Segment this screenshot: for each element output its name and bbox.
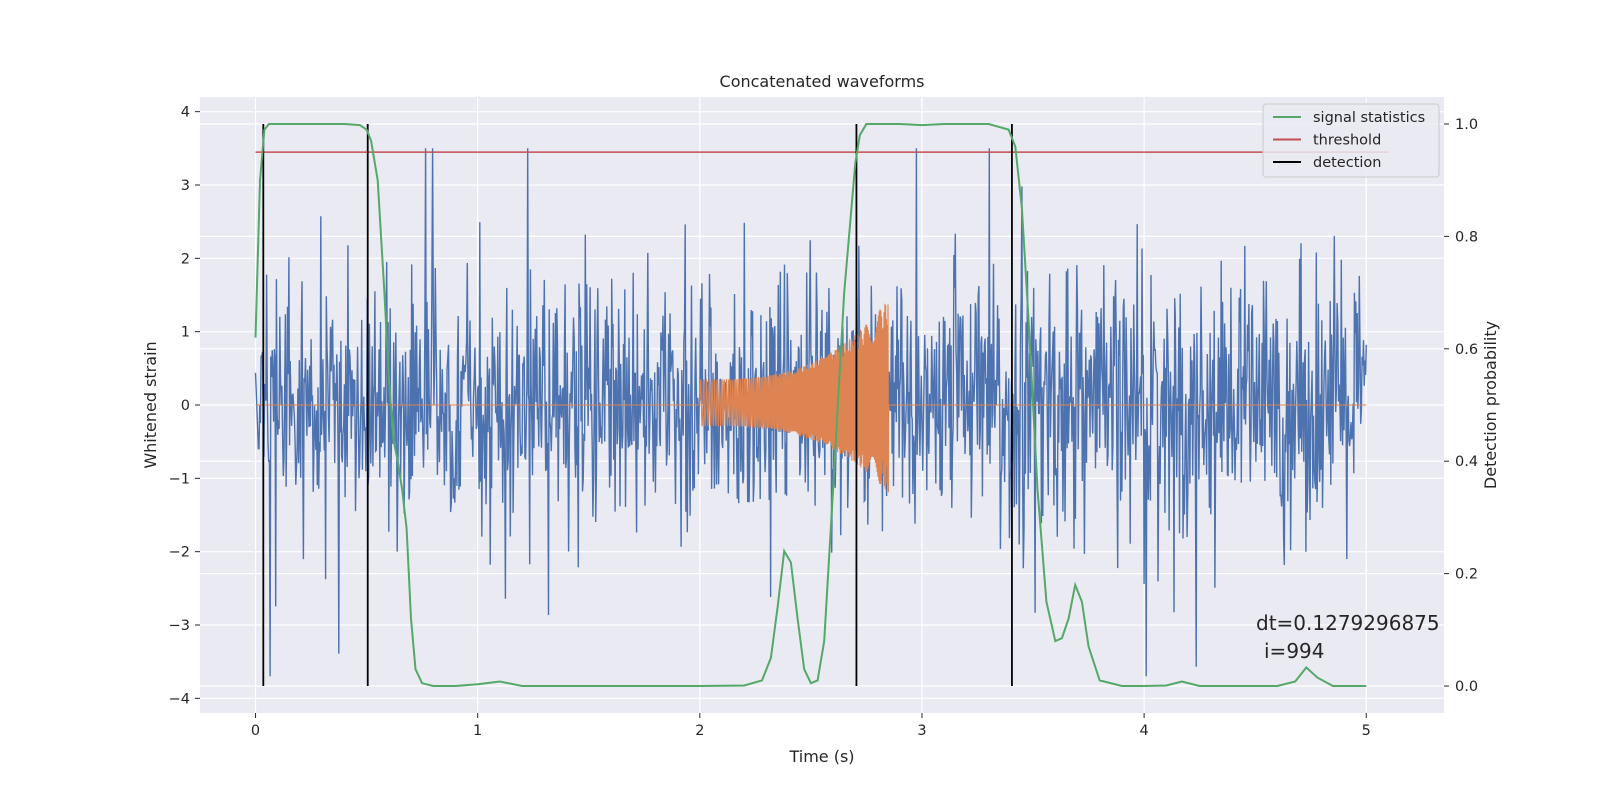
signal-statistics-line [254,123,1367,687]
y-tick-label-7: 3 [181,178,190,194]
x-tick-label-3: 3 [917,723,926,739]
legend-label-threshold: threshold [1313,133,1381,149]
noise-series-line [254,148,1367,677]
y-tick-label-5: 1 [181,325,190,341]
y-tick-label-4: 0 [181,398,190,414]
x-tick-label-4: 4 [1139,723,1148,739]
x-tick-label-0: 0 [251,723,260,739]
y-tick-label-0: −4 [169,691,190,707]
annotation-index: i=994 [1264,639,1325,663]
y-tick-label-6: 2 [181,251,190,267]
y-tick-label-3: −1 [169,471,190,487]
x-axis-label: Time (s) [788,747,854,766]
y-tick-label-2: −2 [169,545,190,561]
legend-box [1262,103,1440,178]
legend-label-detection: detection [1313,155,1381,171]
y2-tick-label-4: 0.8 [1455,229,1478,245]
y-tick-label-8: 4 [181,105,190,121]
x-tick-label-2: 2 [695,723,704,739]
y2-tick-label-0: 0.0 [1455,679,1478,695]
x-tick-label-1: 1 [473,723,482,739]
y2-tick-label-3: 0.6 [1455,342,1478,358]
x-tick-label-5: 5 [1362,723,1371,739]
y-axis-label: Whitened strain [141,341,160,468]
legend: signal statistics threshold detection [1262,103,1440,178]
y-tick-label-1: −3 [169,618,190,634]
annotation-dt: dt=0.1279296875 [1256,611,1440,635]
y-axis-right-label: Detection probability [1481,321,1500,489]
legend-label-signal-statistics: signal statistics [1313,110,1425,126]
chart-title: Concatenated waveforms [720,72,925,91]
y2-tick-label-1: 0.2 [1455,567,1478,583]
detection-lines [262,123,1013,687]
waveform-series-line [255,303,1367,493]
axis-ticks: 0 1 2 3 4 5 −4 −3 −2 −1 0 1 2 3 4 0.0 0.2 0.4 0.6 0.8 1.0 [169,105,1478,739]
y2-tick-label-2: 0.4 [1455,454,1478,470]
y2-tick-label-5: 1.0 [1455,117,1478,133]
